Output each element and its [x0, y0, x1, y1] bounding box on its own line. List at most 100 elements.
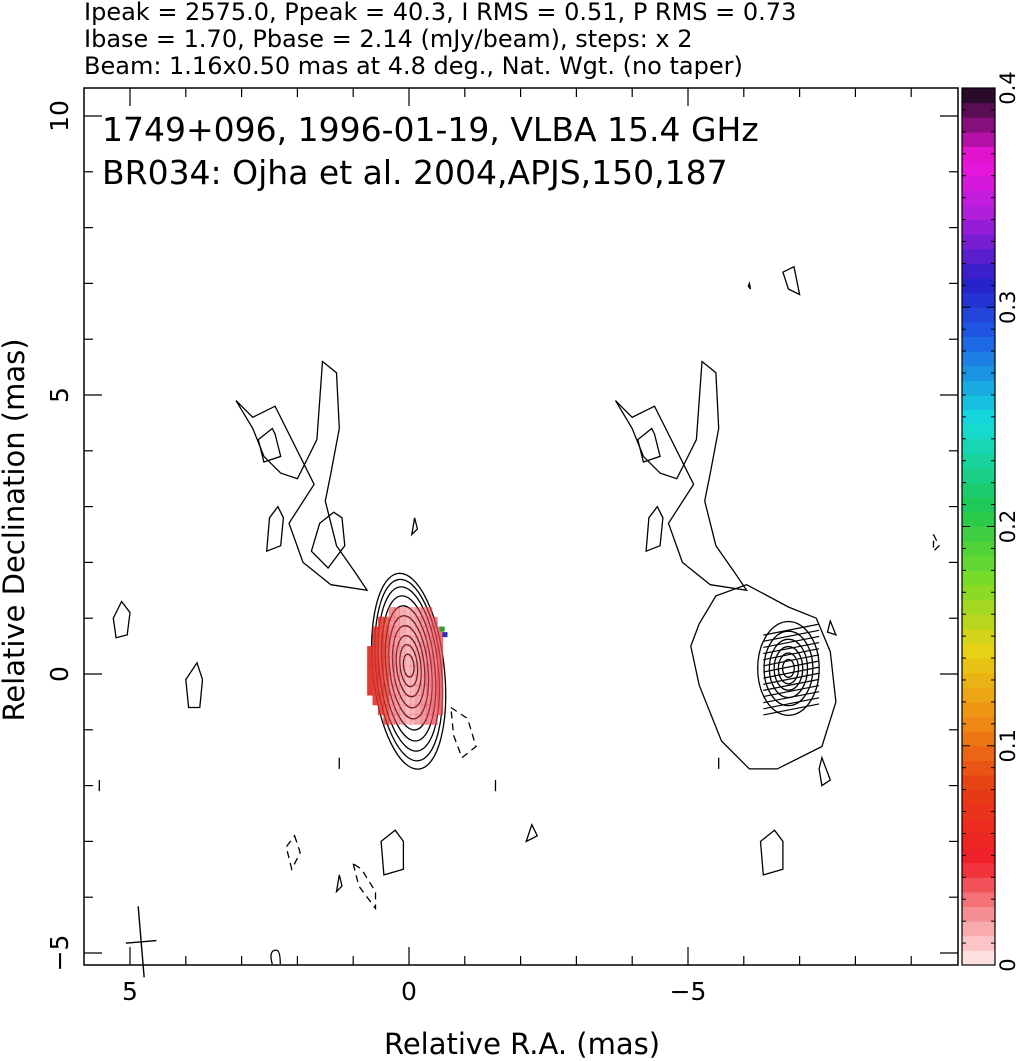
polarization-pixel: [420, 636, 427, 647]
polarization-pixel: [404, 675, 411, 686]
noise-contour: [112, 600, 131, 639]
polarization-pixel: [394, 626, 401, 637]
polarization-pixel: [437, 646, 444, 657]
core-contour-right: [773, 645, 804, 691]
polarization-pixel: [404, 607, 411, 618]
polarization-pixel: [383, 694, 390, 706]
polarization-pixel: [394, 665, 401, 676]
polarization-pixel: [410, 616, 417, 628]
x-tick-label: −5: [670, 977, 707, 1006]
noise-contour-right: [818, 755, 832, 787]
polarization-pixel: [394, 685, 401, 696]
polarization-pixel: [404, 714, 411, 725]
contour-layer: [112, 265, 940, 911]
colorbar-step: [962, 906, 995, 922]
colorbar-tick-label: 0.3: [996, 291, 1020, 324]
polarization-pixel: [388, 675, 395, 686]
polarization-pixel: [394, 714, 401, 725]
noise-contour: [410, 517, 419, 537]
polarization-pixel: [394, 616, 401, 628]
colorbar-step: [962, 409, 995, 425]
colorbar-step: [962, 935, 995, 951]
polarization-pixel: [399, 685, 406, 696]
colorbar-step: [962, 336, 995, 352]
noise-contour-right: [826, 618, 838, 636]
polarization-pixel: [377, 655, 384, 667]
source-annotation: 1749+096, 1996-01-19, VLBA 15.4 GHz: [102, 110, 759, 149]
polarization-pixel: [377, 675, 384, 686]
colorbar-step: [962, 278, 995, 294]
polarization-pixel: [437, 665, 444, 676]
colorbar-step: [962, 497, 995, 513]
evpa-stick: [763, 635, 820, 649]
colorbar-step: [962, 877, 995, 893]
colorbar-step: [962, 482, 995, 498]
noise-contour: [185, 661, 204, 709]
x-tick-label: 5: [122, 977, 138, 1006]
colorbar-step: [962, 643, 995, 659]
polarization-pixel: [426, 714, 433, 725]
polarization-pixel: [399, 655, 406, 667]
colorbar-step: [962, 716, 995, 732]
colorbar-step: [962, 804, 995, 820]
colorbar-step: [962, 321, 995, 337]
polarization-pixel: [415, 675, 422, 686]
polarization-pixel: [388, 646, 395, 657]
polarization-pixel: [431, 665, 438, 676]
negative-contour: [450, 706, 477, 759]
colorbar-step: [962, 555, 995, 571]
evpa-stick: [763, 654, 820, 667]
polarization-pixel: [394, 636, 401, 647]
polarization-pixel: [426, 694, 433, 706]
polarization-pixel: [399, 646, 406, 657]
colorbar: 0 0.1 0.2 0.3 0.4: [961, 71, 1020, 972]
polarization-pixel: [431, 636, 438, 647]
negative-contour: [352, 862, 377, 911]
polarization-pixel: [426, 704, 433, 716]
colorbar-step: [962, 248, 995, 264]
polarization-pixel: [410, 626, 417, 637]
evpa-stick: [763, 660, 820, 673]
polarization-pixel: [415, 694, 422, 706]
polarization-pixel: [420, 675, 427, 686]
polarization-pixel: [431, 694, 438, 706]
polarization-pixel: [420, 685, 427, 696]
jet-contour-outer: [235, 360, 369, 592]
polarization-pixel: [377, 694, 384, 706]
colorbar-step: [962, 292, 995, 308]
polarization-pixel: [399, 694, 406, 706]
polarization-pixel: [410, 714, 417, 725]
negative-contour-right: [932, 534, 940, 553]
polarization-pixel: [410, 694, 417, 706]
polarization-pixel: [399, 704, 406, 716]
polarization-pixel: [404, 694, 411, 706]
core-outer-contour-right: [690, 583, 837, 770]
header-line-1: Ipeak = 2575.0, Ppeak = 40.3, I RMS = 0.…: [84, 0, 796, 26]
polarization-pixel: [410, 646, 417, 657]
polarization-pixel: [367, 675, 374, 686]
colorbar-step: [962, 438, 995, 454]
colorbar-step: [962, 204, 995, 221]
header-line-2: Ibase = 1.70, Pbase = 2.14 (mJy/beam), s…: [84, 25, 693, 53]
colorbar-step: [962, 453, 995, 469]
polarization-pixel: [399, 616, 406, 628]
colorbar-step: [962, 365, 995, 381]
polarization-pixel: [372, 665, 379, 676]
colorbar-step: [962, 380, 995, 396]
noise-contour: [270, 949, 281, 965]
polarization-pixel: [431, 714, 438, 725]
polarization-pixel: [399, 665, 406, 676]
polarization-pixel: [399, 626, 406, 637]
polarization-pixel: [394, 655, 401, 667]
evpa-stick: [763, 641, 820, 655]
polarization-pixel: [383, 685, 390, 696]
polarization-pixel: [404, 704, 411, 716]
colorbar-step: [962, 599, 995, 615]
evpa-stick: [763, 648, 820, 661]
colorbar-step: [962, 351, 995, 367]
polarization-pixel: [431, 704, 438, 716]
polarization-pixel: [415, 685, 422, 696]
polarization-pixel: [420, 616, 427, 628]
y-tick-label: −5: [45, 935, 74, 972]
polarization-pixel: [383, 636, 390, 647]
